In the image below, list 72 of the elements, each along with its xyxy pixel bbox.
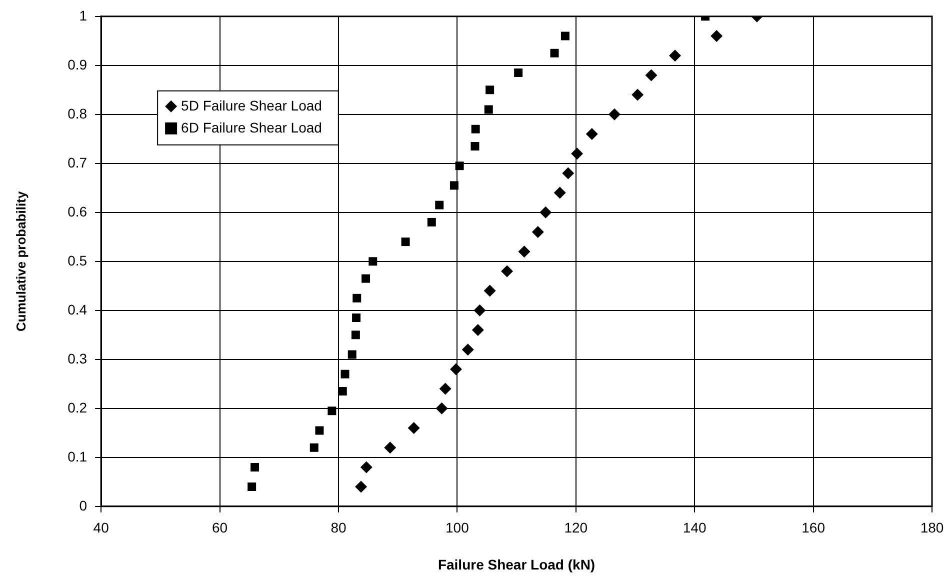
- point: [586, 128, 598, 140]
- point: [554, 186, 566, 199]
- x-tick-label: 160: [802, 520, 826, 536]
- point: [338, 387, 347, 396]
- point: [455, 162, 464, 170]
- point: [248, 482, 256, 492]
- point: [669, 50, 682, 62]
- point: [471, 124, 480, 134]
- point: [550, 48, 559, 58]
- x-tick-label: 80: [330, 520, 346, 536]
- x-tick-label: 100: [446, 520, 470, 536]
- y-axis-title: Cumulative probability: [13, 190, 28, 332]
- y-tick-label: 0.5: [68, 252, 88, 268]
- y-tick-label: 0.9: [68, 56, 88, 72]
- y-tick-label: 0.4: [68, 301, 88, 318]
- point: [560, 32, 570, 40]
- point: [474, 304, 486, 316]
- point: [250, 462, 260, 472]
- point: [450, 363, 462, 376]
- point: [328, 406, 336, 416]
- point: [486, 86, 494, 94]
- point: [340, 370, 350, 378]
- point: [450, 181, 458, 190]
- y-tick-label: 1: [79, 7, 88, 24]
- y-tick-label: 0.7: [68, 154, 88, 170]
- point: [472, 324, 484, 336]
- point: [351, 330, 360, 340]
- point: [348, 350, 356, 359]
- legend-label: 6D Failure Shear Load: [181, 119, 322, 136]
- x-tick-label: 60: [212, 520, 228, 536]
- point: [352, 314, 361, 322]
- point: [518, 246, 530, 258]
- point: [362, 274, 370, 283]
- point: [632, 88, 644, 101]
- point: [436, 402, 448, 414]
- point: [439, 382, 452, 395]
- x-axis-title: Failure Shear Load (kN): [438, 556, 596, 572]
- point: [427, 218, 436, 226]
- x-tick-label: 120: [564, 520, 588, 536]
- point: [435, 200, 444, 210]
- point: [484, 284, 496, 297]
- point: [514, 68, 523, 77]
- y-tick-label: 0.2: [68, 399, 88, 416]
- point: [355, 480, 368, 493]
- point: [501, 265, 514, 278]
- x-tick-label: 180: [920, 520, 944, 536]
- point: [540, 206, 552, 218]
- legend-label: 5D Failure Shear Load: [181, 97, 322, 114]
- point: [315, 426, 324, 435]
- point: [310, 443, 318, 452]
- point: [352, 294, 362, 302]
- point: [562, 167, 574, 180]
- point: [532, 226, 544, 238]
- x-tick-label: 140: [682, 520, 706, 536]
- point: [360, 461, 372, 474]
- y-tick-label: 0.3: [68, 350, 88, 366]
- x-tick-label: 40: [93, 520, 110, 536]
- y-tick-label: 0.8: [68, 105, 88, 122]
- y-tick-label: 0: [79, 497, 88, 514]
- y-tick-label: 0.6: [68, 203, 88, 220]
- point: [608, 108, 620, 120]
- point: [408, 422, 420, 434]
- point: [384, 442, 396, 454]
- point: [710, 30, 723, 42]
- point: [484, 105, 493, 114]
- y-tick-label: 0.1: [68, 448, 88, 464]
- point: [462, 344, 474, 356]
- point: [470, 142, 480, 150]
- point: [368, 257, 378, 266]
- point: [401, 238, 410, 246]
- point: [571, 148, 584, 160]
- point: [645, 69, 658, 82]
